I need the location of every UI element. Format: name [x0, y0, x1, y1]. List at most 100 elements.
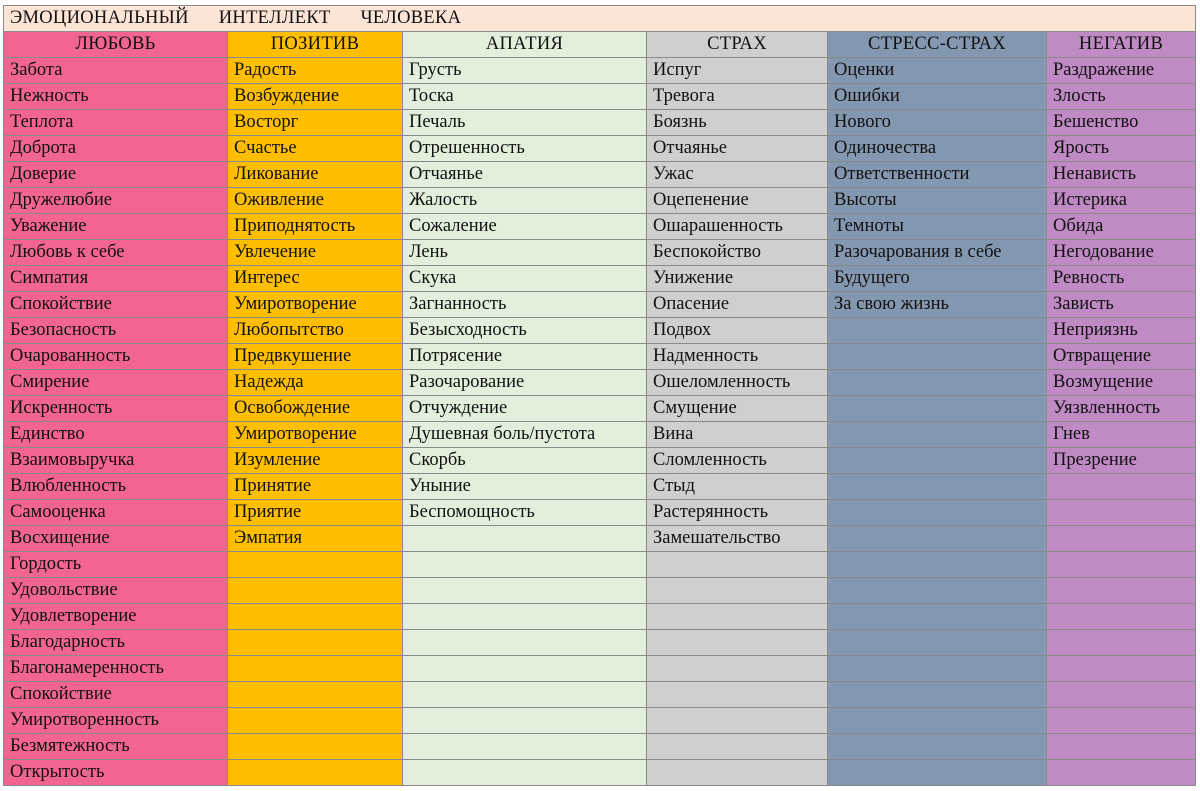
cell-negative	[1045, 629, 1197, 656]
cell-stress-fear	[827, 733, 1047, 760]
table-row: Благонамеренность	[3, 655, 1197, 682]
cell-fear: Подвох	[646, 317, 828, 344]
cell-stress-fear	[827, 759, 1047, 786]
cell-positive	[227, 707, 403, 734]
cell-love: Уважение	[3, 213, 228, 240]
cell-negative	[1045, 551, 1197, 578]
cell-positive: Изумление	[227, 447, 403, 474]
cell-love: Единство	[3, 421, 228, 448]
cell-fear: Испуг	[646, 57, 828, 84]
title-word-2: ИНТЕЛЛЕКТ	[218, 8, 331, 28]
cell-love: Взаимовыручка	[3, 447, 228, 474]
cell-love: Теплота	[3, 109, 228, 136]
cell-love: Влюбленность	[3, 473, 228, 500]
cell-stress-fear	[827, 525, 1047, 552]
cell-love: Восхищение	[3, 525, 228, 552]
cell-negative: Истерика	[1045, 187, 1197, 214]
cell-stress-fear	[827, 395, 1047, 422]
cell-positive	[227, 681, 403, 708]
cell-apathy: Уныние	[402, 473, 647, 500]
table-row: Удовлетворение	[3, 603, 1197, 630]
cell-love: Симпатия	[3, 265, 228, 292]
title-word-1: ЭМОЦИОНАЛЬНЫЙ	[10, 8, 189, 28]
cell-positive: Освобождение	[227, 395, 403, 422]
cell-love: Безмятежность	[3, 733, 228, 760]
cell-stress-fear: Одиночества	[827, 135, 1047, 162]
cell-apathy	[402, 577, 647, 604]
cell-stress-fear: Разочарования в себе	[827, 239, 1047, 266]
table-row: Спокойствие	[3, 681, 1197, 708]
title-word-3: ЧЕЛОВЕКА	[360, 8, 462, 28]
cell-apathy	[402, 733, 647, 760]
cell-apathy	[402, 551, 647, 578]
table-row: Доверие Ликование Отчаянье Ужас Ответственно…	[3, 161, 1197, 188]
table-row: Теплота Восторг Печаль Боязнь Нового Бешенств…	[3, 109, 1197, 136]
cell-apathy	[402, 629, 647, 656]
cell-fear: Ошеломленность	[646, 369, 828, 396]
cell-love: Благонамеренность	[3, 655, 228, 682]
cell-love: Дружелюбие	[3, 187, 228, 214]
cell-stress-fear: Высоты	[827, 187, 1047, 214]
cell-fear	[646, 759, 828, 786]
cell-love: Гордость	[3, 551, 228, 578]
table-row: Симпатия Интерес Скука Унижение Будущего Ревн…	[3, 265, 1197, 292]
column-header-positive: ПОЗИТИВ	[227, 31, 403, 58]
cell-positive: Увлечение	[227, 239, 403, 266]
table-title: ЭМОЦИОНАЛЬНЫЙ ИНТЕЛЛЕКТ ЧЕЛОВЕКА	[2, 5, 1197, 32]
cell-apathy: Тоска	[402, 83, 647, 110]
cell-stress-fear: За свою жизнь	[827, 291, 1047, 318]
cell-apathy: Отчуждение	[402, 395, 647, 422]
cell-love: Самооценка	[3, 499, 228, 526]
cell-apathy: Сожаление	[402, 213, 647, 240]
cell-apathy: Душевная боль/пустота	[402, 421, 647, 448]
cell-stress-fear: Темноты	[827, 213, 1047, 240]
cell-positive	[227, 733, 403, 760]
cell-positive	[227, 759, 403, 786]
cell-apathy: Потрясение	[402, 343, 647, 370]
column-header-love: ЛЮБОВЬ	[3, 31, 228, 58]
cell-negative: Ненависть	[1045, 161, 1197, 188]
cell-stress-fear	[827, 447, 1047, 474]
cell-positive	[227, 551, 403, 578]
table-row: Гордость	[3, 551, 1197, 578]
cell-fear: Боязнь	[646, 109, 828, 136]
cell-fear	[646, 629, 828, 656]
cell-apathy: Отчаянье	[402, 161, 647, 188]
cell-negative	[1045, 577, 1197, 604]
cell-positive: Радость	[227, 57, 403, 84]
cell-negative: Злость	[1045, 83, 1197, 110]
table-row: Взаимовыручка Изумление Скорбь Сломленность…	[3, 447, 1197, 474]
cell-negative	[1045, 499, 1197, 526]
cell-apathy: Жалость	[402, 187, 647, 214]
cell-stress-fear	[827, 655, 1047, 682]
cell-positive: Эмпатия	[227, 525, 403, 552]
cell-fear: Тревога	[646, 83, 828, 110]
table-row: Доброта Счастье Отрешенность Отчаянье Одиноч…	[3, 135, 1197, 162]
cell-apathy	[402, 707, 647, 734]
table-row: Нежность Возбуждение Тоска Тревога Ошибки Зло…	[3, 83, 1197, 110]
table-row: Благодарность	[3, 629, 1197, 656]
cell-fear	[646, 733, 828, 760]
table-row: Любовь к себе Увлечение Лень Беспокойство Ра…	[3, 239, 1197, 266]
cell-positive: Умиротворение	[227, 421, 403, 448]
column-header-apathy: АПАТИЯ	[402, 31, 647, 58]
table-row: Безмятежность	[3, 733, 1197, 760]
cell-negative	[1045, 759, 1197, 786]
cell-negative: Обида	[1045, 213, 1197, 240]
cell-positive: Любопытство	[227, 317, 403, 344]
cell-negative: Ярость	[1045, 135, 1197, 162]
cell-positive: Приподнятость	[227, 213, 403, 240]
cell-apathy: Загнанность	[402, 291, 647, 318]
cell-negative: Ревность	[1045, 265, 1197, 292]
cell-negative	[1045, 603, 1197, 630]
cell-stress-fear	[827, 343, 1047, 370]
cell-positive: Возбуждение	[227, 83, 403, 110]
cell-stress-fear: Ответственности	[827, 161, 1047, 188]
cell-fear	[646, 655, 828, 682]
cell-fear: Растерянность	[646, 499, 828, 526]
cell-fear: Унижение	[646, 265, 828, 292]
cell-positive: Надежда	[227, 369, 403, 396]
table-row: Удовольствие	[3, 577, 1197, 604]
cell-negative: Возмущение	[1045, 369, 1197, 396]
cell-fear	[646, 603, 828, 630]
